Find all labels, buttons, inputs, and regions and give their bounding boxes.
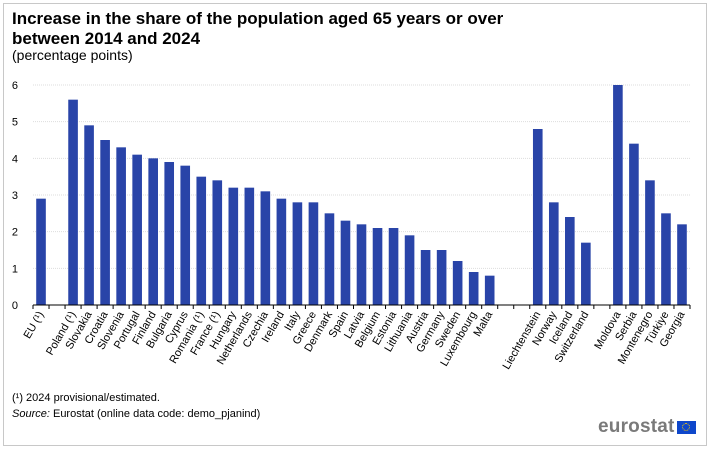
x-axis bbox=[32, 304, 691, 309]
source-note: Source: Eurostat (online data code: demo… bbox=[12, 408, 260, 420]
bar bbox=[148, 158, 158, 305]
bar bbox=[308, 202, 319, 305]
bar bbox=[372, 228, 383, 305]
y-tick-label: 2 bbox=[12, 227, 18, 239]
chart-subtitle: (percentage points) bbox=[12, 47, 133, 63]
y-tick-label: 6 bbox=[12, 80, 18, 92]
bar bbox=[116, 147, 126, 305]
bar bbox=[260, 191, 271, 305]
chart-title: Increase in the share of the population … bbox=[12, 9, 504, 48]
bar bbox=[244, 187, 255, 305]
bar bbox=[228, 187, 239, 305]
bar bbox=[581, 242, 591, 305]
y-tick-label: 1 bbox=[12, 263, 18, 275]
bar bbox=[548, 202, 559, 305]
y-axis-ticks: 0 1 2 3 4 5 6 bbox=[12, 80, 18, 312]
bar bbox=[404, 235, 415, 305]
chart-frame bbox=[3, 3, 707, 446]
eu-flag-icon bbox=[676, 420, 696, 434]
source-label: Source: bbox=[12, 408, 50, 420]
bar bbox=[484, 275, 495, 305]
bar bbox=[100, 140, 110, 305]
y-tick-label: 0 bbox=[12, 300, 18, 312]
bar bbox=[68, 99, 78, 306]
bar bbox=[565, 217, 575, 305]
bar bbox=[532, 129, 543, 305]
bar bbox=[629, 143, 639, 305]
bar bbox=[436, 250, 447, 305]
bar bbox=[420, 250, 431, 305]
bar bbox=[292, 202, 303, 305]
bar bbox=[340, 220, 351, 305]
bar bbox=[164, 162, 175, 305]
x-axis-labels: EU (¹)Poland (¹)SlovakiaCroatiaSloveniaP… bbox=[22, 309, 688, 372]
bar bbox=[452, 261, 463, 305]
bar bbox=[645, 180, 655, 305]
bar bbox=[132, 154, 142, 305]
bar bbox=[196, 176, 207, 305]
bar bbox=[84, 125, 94, 305]
bar bbox=[677, 224, 687, 305]
bar bbox=[388, 228, 399, 305]
bar bbox=[276, 198, 287, 305]
logo-text: eurostat bbox=[598, 416, 675, 437]
y-tick-label: 4 bbox=[12, 153, 18, 165]
bar bbox=[356, 224, 367, 305]
bar bbox=[180, 165, 191, 305]
y-tick-label: 3 bbox=[12, 190, 18, 202]
bar bbox=[661, 213, 671, 305]
bars bbox=[36, 85, 687, 306]
bar bbox=[324, 213, 335, 305]
bar bbox=[468, 272, 479, 305]
bar bbox=[212, 180, 223, 305]
y-tick-label: 5 bbox=[12, 117, 18, 129]
x-tick-label: EU (¹) bbox=[22, 310, 47, 341]
eurostat-logo: eurostat bbox=[598, 416, 696, 438]
bar bbox=[613, 85, 623, 305]
footnote: (¹) 2024 provisional/estimated. bbox=[12, 392, 160, 404]
source-text: Eurostat (online data code: demo_pjanind… bbox=[49, 408, 261, 420]
bar bbox=[36, 198, 46, 305]
